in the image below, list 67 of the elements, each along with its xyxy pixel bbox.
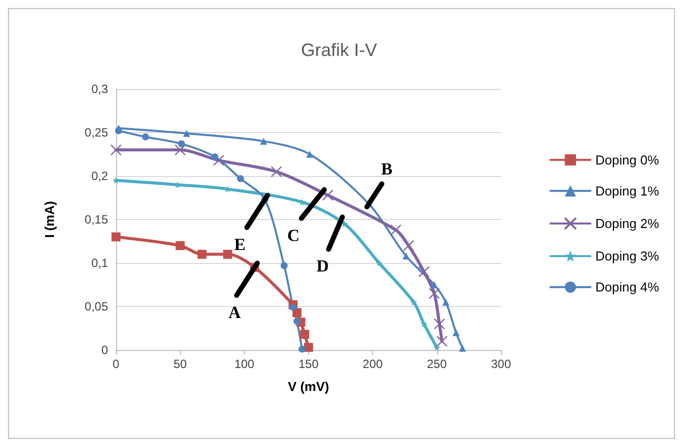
chart-title: Grafik I-V xyxy=(300,40,378,60)
point xyxy=(110,144,122,156)
annotation: E xyxy=(234,234,246,254)
point xyxy=(115,127,122,134)
y-tick-label: 0,05 xyxy=(84,300,108,314)
y-tick-label: 0,25 xyxy=(84,126,108,140)
x-axis-title: V (mV) xyxy=(288,379,330,394)
point xyxy=(298,198,306,206)
point xyxy=(434,318,445,330)
point xyxy=(410,298,418,306)
y-tick-label: 0 xyxy=(101,343,108,357)
point xyxy=(174,144,186,156)
point xyxy=(430,281,438,288)
point xyxy=(442,298,450,306)
point xyxy=(418,266,430,278)
point xyxy=(236,175,244,182)
point xyxy=(112,176,120,184)
point xyxy=(290,304,297,311)
point xyxy=(142,133,150,140)
point xyxy=(260,138,268,145)
x-tick-label: 200 xyxy=(362,357,383,371)
point xyxy=(197,250,206,259)
x-tick-label: 150 xyxy=(298,357,319,371)
point xyxy=(223,250,232,259)
point xyxy=(176,241,185,250)
point xyxy=(280,262,288,270)
annotation: A xyxy=(228,302,242,322)
point xyxy=(436,336,448,347)
point xyxy=(298,346,306,353)
point xyxy=(178,140,185,148)
legend-label: Doping 3% xyxy=(595,248,660,264)
point xyxy=(211,153,218,160)
y-tick-label: 0,3 xyxy=(91,82,108,96)
x-tick-label: 50 xyxy=(173,357,188,371)
point xyxy=(183,130,190,137)
legend-label: Doping 4% xyxy=(595,280,660,295)
point xyxy=(112,232,120,242)
x-tick-label: 0 xyxy=(112,357,120,371)
y-tick-label: 0,15 xyxy=(84,212,108,226)
legend-label: Doping 0% xyxy=(595,152,660,168)
point xyxy=(403,240,414,252)
legend-label: Doping 2% xyxy=(595,216,660,231)
x-tick-label: 100 xyxy=(234,357,255,371)
annotation: C xyxy=(287,226,300,245)
annotation: B xyxy=(381,159,392,178)
point xyxy=(306,150,314,158)
x-tick-label: 250 xyxy=(426,357,448,371)
point xyxy=(452,329,460,336)
point xyxy=(390,224,402,236)
point xyxy=(300,330,310,339)
point xyxy=(433,344,440,351)
point xyxy=(376,260,383,266)
y-axis-title: I (mA) xyxy=(42,201,57,238)
point xyxy=(459,344,466,352)
y-tick-label: 0,2 xyxy=(91,169,108,183)
legend-label: Doping 1% xyxy=(595,183,660,198)
point xyxy=(304,342,313,352)
point xyxy=(293,318,300,325)
point xyxy=(270,166,282,178)
point xyxy=(420,320,428,328)
y-tick-label: 0,1 xyxy=(91,256,108,270)
x-tick-label: 300 xyxy=(490,357,512,371)
annotation: D xyxy=(316,256,329,276)
point xyxy=(213,154,224,166)
point xyxy=(322,190,334,201)
point xyxy=(428,288,440,300)
point xyxy=(402,252,410,260)
